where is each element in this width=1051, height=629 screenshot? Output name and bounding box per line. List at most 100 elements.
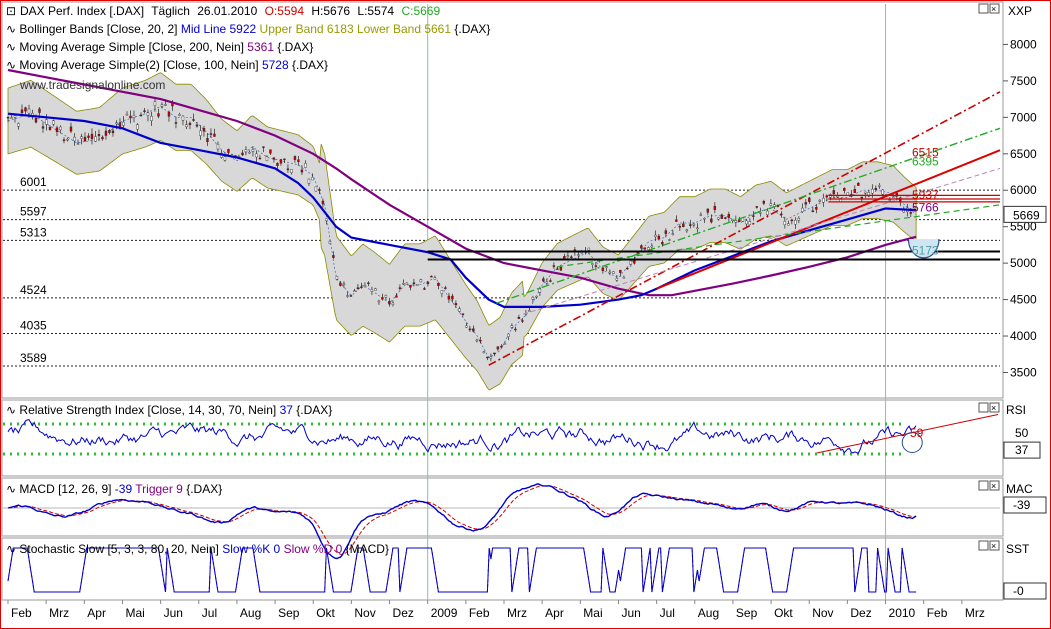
price-annotation: 5937 bbox=[912, 188, 939, 202]
candle-body bbox=[787, 223, 790, 226]
candle-body bbox=[766, 210, 769, 215]
candle-body bbox=[755, 206, 759, 208]
candle-body bbox=[202, 128, 206, 132]
price-tick-label: 7000 bbox=[1010, 110, 1037, 124]
candle-body bbox=[377, 300, 381, 303]
candle-body bbox=[241, 152, 244, 155]
svg-text:×: × bbox=[991, 403, 996, 413]
main-panel-buttons[interactable]: × bbox=[978, 3, 1000, 14]
candle-body bbox=[458, 308, 461, 312]
candle-body bbox=[17, 123, 20, 127]
candle-body bbox=[346, 295, 349, 297]
candle-body bbox=[797, 218, 801, 221]
candle-body bbox=[496, 346, 500, 350]
legend-part: {.DAX} bbox=[274, 40, 313, 54]
candle-body bbox=[556, 268, 559, 270]
candle-body bbox=[535, 296, 538, 298]
candle-body bbox=[374, 288, 377, 291]
candle-body bbox=[167, 111, 171, 117]
month-label: 2009 bbox=[431, 606, 458, 620]
candle-body bbox=[272, 157, 276, 160]
month-label: Feb bbox=[927, 606, 948, 620]
price-tick-label: 3500 bbox=[1010, 365, 1037, 379]
candle-body bbox=[472, 328, 475, 332]
header-line: DAX Perf. Index [.DAX] Täglich 26.01.201… bbox=[20, 4, 440, 18]
candle-body bbox=[794, 220, 797, 225]
month-label: Jul bbox=[202, 606, 217, 620]
candle-body bbox=[591, 263, 594, 265]
candle-body bbox=[391, 302, 395, 305]
rsi-plot-layer: 37 bbox=[3, 414, 1041, 459]
candle-body bbox=[139, 114, 143, 117]
candle-body bbox=[647, 247, 650, 250]
month-label: Nov bbox=[354, 606, 375, 620]
candle-body bbox=[188, 122, 192, 125]
candle-body bbox=[265, 156, 269, 161]
stoch-panel-buttons[interactable]: × bbox=[978, 540, 1000, 551]
candle-body bbox=[801, 207, 804, 212]
candle-body bbox=[38, 108, 41, 113]
candle-body bbox=[62, 139, 66, 141]
month-label: Mrz bbox=[49, 606, 69, 620]
candle-body bbox=[279, 159, 283, 164]
macd-trigger: Trigger 9 bbox=[135, 482, 183, 496]
stoch-title: Stochastic Slow [5, 3, 3, 80, 20, Nein] bbox=[19, 542, 218, 556]
price-annotation: 6515 bbox=[912, 146, 939, 160]
candle-body bbox=[657, 235, 661, 240]
month-label: Aug bbox=[698, 606, 719, 620]
legend-prefix: Moving Average Simple [Close, 200, Nein] bbox=[19, 40, 244, 54]
candle-body bbox=[486, 356, 489, 359]
candle-body bbox=[825, 195, 829, 198]
header-date: 26.01.2010 bbox=[197, 4, 257, 18]
candle-body bbox=[286, 168, 290, 171]
candle-body bbox=[549, 280, 552, 282]
stoch-k: Slow %K 0 bbox=[222, 542, 280, 556]
macd-panel-buttons[interactable]: × bbox=[978, 480, 1000, 491]
candle-body bbox=[339, 282, 342, 286]
candle-body bbox=[640, 245, 643, 249]
candle-body bbox=[101, 137, 104, 140]
candle-body bbox=[136, 124, 139, 130]
svg-text:×: × bbox=[991, 481, 996, 491]
candle-body bbox=[440, 290, 444, 294]
candle-body bbox=[566, 255, 570, 257]
rsi-title-line: ∿ Relative Strength Index [Close, 14, 30… bbox=[6, 403, 332, 417]
candle-body bbox=[500, 345, 503, 348]
candle-body bbox=[437, 282, 440, 286]
target-ellipse bbox=[907, 239, 940, 259]
macd-title: MACD [12, 26, 9] bbox=[19, 482, 111, 496]
candle-body bbox=[482, 351, 486, 353]
stoch-value-box bbox=[1003, 582, 1047, 600]
candle-body bbox=[752, 215, 755, 217]
month-label: Mai bbox=[125, 606, 144, 620]
candle-body bbox=[468, 328, 472, 331]
candle-body bbox=[542, 278, 545, 282]
trendline-violet bbox=[522, 167, 1001, 315]
candle-body bbox=[87, 135, 90, 138]
price-annotation: 5173 bbox=[912, 244, 939, 258]
candle-body bbox=[118, 122, 122, 127]
candle-body bbox=[335, 276, 339, 280]
rsi-axis-label: RSI bbox=[1006, 403, 1026, 417]
month-label: Mai bbox=[583, 606, 602, 620]
candle-body bbox=[822, 197, 825, 203]
rsi-panel-buttons[interactable]: × bbox=[978, 402, 1000, 413]
candle-body bbox=[836, 195, 839, 198]
candle-body bbox=[818, 199, 822, 202]
legend-wave-icon: ∿ bbox=[6, 22, 19, 36]
current-price-box bbox=[1003, 205, 1047, 223]
month-label: Mrz bbox=[507, 606, 527, 620]
candle-body bbox=[871, 188, 874, 194]
stoch-wave-icon: ∿ bbox=[6, 542, 16, 556]
macd-title-line: ∿ MACD [12, 26, 9] -39 Trigger 9 {.DAX} bbox=[6, 482, 222, 496]
legend-prefix: Bollinger Bands [Close, 20, 2] bbox=[19, 22, 177, 36]
candle-body bbox=[76, 143, 80, 145]
candle-body bbox=[654, 234, 657, 237]
macd-suffix: {.DAX} bbox=[186, 482, 222, 496]
legend-lines: ∿ Bollinger Bands [Close, 20, 2] Mid Lin… bbox=[6, 22, 490, 72]
candle-body bbox=[521, 320, 524, 322]
header-close: C:5669 bbox=[401, 4, 440, 18]
candle-body bbox=[864, 191, 867, 194]
candle-body bbox=[69, 126, 73, 132]
